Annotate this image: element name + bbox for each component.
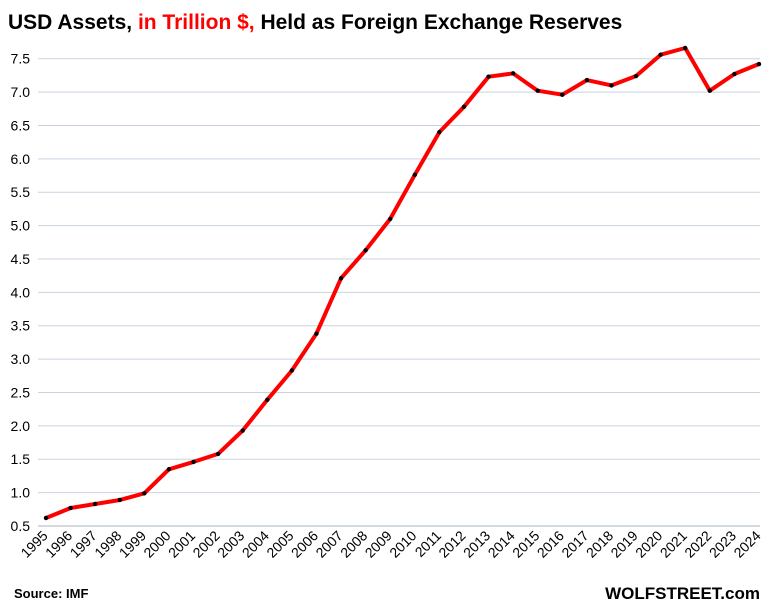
y-tick-label: 4.5: [11, 251, 31, 267]
title-part-0: USD Assets,: [8, 11, 138, 34]
x-tick-label: 2023: [706, 527, 739, 560]
x-tick-label: 1996: [42, 527, 75, 560]
x-tick-label: 2009: [362, 527, 395, 560]
x-tick-label: 2019: [607, 527, 640, 560]
x-axis-ticks: 1995199619971998199920002001200220032004…: [17, 527, 763, 560]
grid: [38, 58, 760, 527]
x-tick-label: 1998: [91, 527, 124, 560]
source-note: Source: IMF: [14, 586, 88, 601]
x-tick-label: 2021: [657, 527, 690, 560]
x-tick-label: 2007: [312, 527, 345, 560]
x-tick-label: 2006: [288, 527, 321, 560]
x-tick-label: 2018: [583, 527, 616, 560]
data-point: [412, 172, 417, 178]
x-tick-label: 1997: [67, 527, 100, 560]
data-point: [338, 276, 344, 281]
data-point: [265, 397, 270, 403]
data-point: [388, 216, 393, 222]
x-tick-label: 2012: [435, 527, 468, 560]
x-tick-label: 2022: [681, 527, 714, 560]
data-point: [166, 467, 172, 472]
y-tick-label: 3.5: [11, 318, 31, 334]
data-point: [363, 248, 368, 253]
series: [43, 45, 762, 521]
x-tick-label: 2003: [214, 527, 247, 560]
x-tick-label: 2011: [412, 527, 445, 560]
x-tick-label: 2002: [189, 527, 222, 560]
x-tick-label: 2017: [558, 527, 591, 560]
x-tick-label: 2008: [337, 527, 370, 560]
x-tick-label: 2016: [534, 527, 567, 560]
data-point: [683, 45, 688, 51]
y-tick-label: 6.0: [11, 151, 31, 167]
y-tick-label: 2.0: [11, 418, 31, 434]
y-tick-label: 5.5: [11, 184, 31, 200]
x-tick-label: 2000: [140, 527, 173, 560]
data-point: [707, 88, 713, 93]
y-tick-label: 7.5: [11, 51, 31, 67]
y-tick-label: 2.5: [11, 384, 31, 400]
x-tick-label: 2020: [632, 527, 665, 560]
data-point: [240, 428, 245, 433]
x-tick-label: 2001: [165, 527, 198, 560]
x-tick-label: 2014: [485, 527, 518, 560]
data-point: [68, 505, 73, 511]
data-point: [437, 129, 442, 135]
data-point: [510, 71, 516, 76]
y-axis-ticks: 0.5 1.0 1.5 2.0 2.5 3.0 3.5 4.0 4.5 5.0 5.5 6.0 6.5 7…: [11, 51, 31, 534]
x-tick-label: 2015: [509, 527, 542, 560]
title-part-1: in Trillion $,: [138, 11, 255, 34]
data-point: [732, 71, 737, 77]
data-point: [560, 92, 565, 97]
data-point: [633, 73, 639, 79]
y-tick-label: 0.5: [11, 518, 31, 534]
x-tick-label: 2024: [730, 527, 763, 560]
data-point: [756, 61, 762, 67]
title-part-2: Held as Foreign Exchange Reserves: [255, 11, 623, 34]
series-line: [44, 46, 761, 520]
x-tick-label: 2004: [239, 527, 272, 560]
data-point: [658, 52, 663, 57]
data-point: [191, 459, 196, 465]
x-tick-label: 2010: [386, 527, 419, 560]
y-tick-label: 1.0: [11, 485, 31, 501]
y-tick-label: 5.0: [11, 218, 31, 234]
data-point: [142, 491, 147, 496]
data-point: [535, 88, 540, 93]
x-tick-label: 2005: [263, 527, 296, 560]
data-point: [92, 501, 98, 507]
data-point: [461, 104, 467, 109]
y-tick-label: 4.0: [11, 284, 31, 300]
y-tick-label: 6.5: [11, 117, 31, 133]
x-tick-label: 2013: [460, 527, 493, 560]
data-point: [314, 331, 319, 336]
data-point: [609, 83, 614, 88]
data-point: [486, 74, 491, 79]
chart-title: USD Assets, in Trillion $, Held as Forei…: [8, 11, 622, 34]
brand-label: WOLFSTREET.com: [605, 584, 760, 603]
data-point: [584, 77, 590, 83]
data-point: [43, 515, 49, 521]
y-tick-label: 7.0: [11, 84, 31, 100]
y-tick-label: 1.5: [11, 451, 31, 467]
x-tick-label: 1999: [116, 527, 149, 560]
data-point: [117, 497, 122, 503]
y-tick-label: 3.0: [11, 351, 31, 367]
data-point: [215, 451, 221, 457]
data-point: [289, 368, 295, 373]
